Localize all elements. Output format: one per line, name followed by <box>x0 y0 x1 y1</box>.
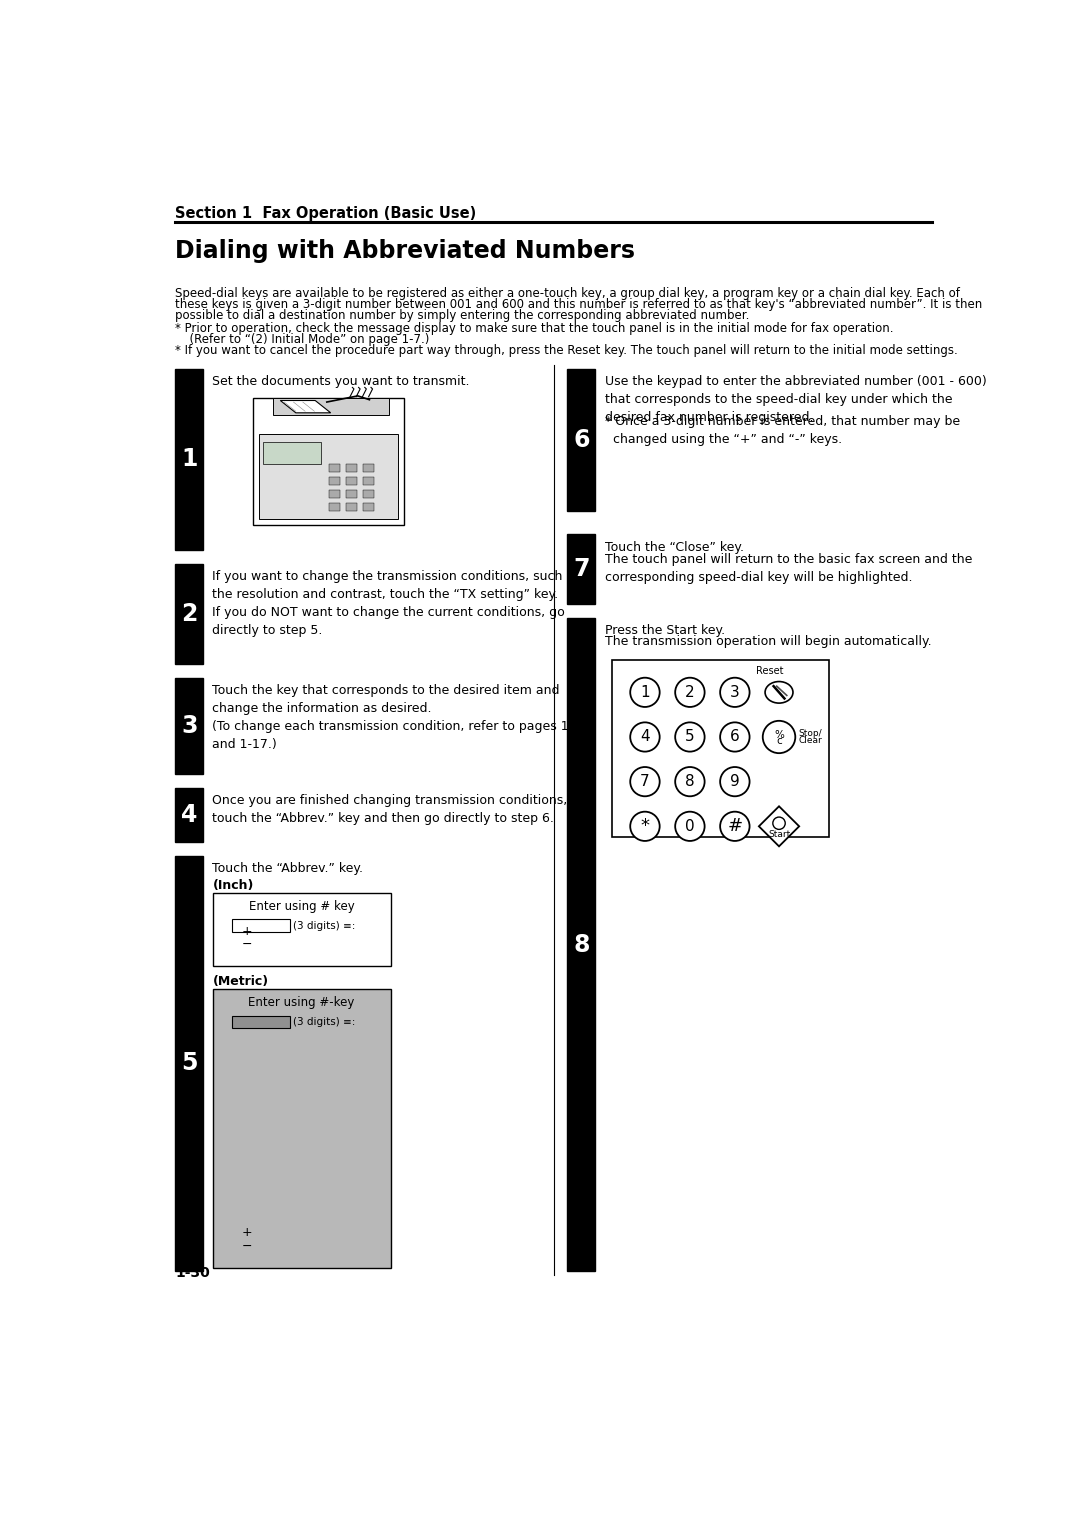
Text: Enter using #-key: Enter using #-key <box>248 996 355 1010</box>
Text: Clear: Clear <box>798 736 822 746</box>
Text: Use the keypad to enter the abbreviated number (001 - 600)
that corresponds to t: Use the keypad to enter the abbreviated … <box>605 374 986 425</box>
Bar <box>329 503 340 512</box>
Circle shape <box>762 721 795 753</box>
Text: 4: 4 <box>640 729 650 744</box>
Text: Touch the “Abbrev.” key.: Touch the “Abbrev.” key. <box>213 862 364 874</box>
Bar <box>363 477 374 486</box>
Text: 6: 6 <box>730 729 740 744</box>
Bar <box>363 463 374 472</box>
Text: 7: 7 <box>640 775 650 788</box>
Text: Reset: Reset <box>756 666 783 677</box>
Text: 2: 2 <box>685 685 694 700</box>
Circle shape <box>631 811 660 840</box>
Text: 8: 8 <box>685 775 694 788</box>
Text: 1: 1 <box>181 448 198 472</box>
Text: 8: 8 <box>573 932 590 957</box>
Circle shape <box>631 767 660 796</box>
Text: Section 1  Fax Operation (Basic Use): Section 1 Fax Operation (Basic Use) <box>175 206 476 222</box>
Bar <box>175 678 203 775</box>
Bar <box>329 463 340 472</box>
Circle shape <box>720 678 750 707</box>
Bar <box>347 463 357 472</box>
Text: 3: 3 <box>181 714 198 738</box>
Bar <box>232 920 291 932</box>
Circle shape <box>631 723 660 752</box>
Text: Set the documents you want to transmit.: Set the documents you want to transmit. <box>213 374 470 388</box>
Text: *: * <box>640 817 649 836</box>
Text: (3 digits) ≡:: (3 digits) ≡: <box>293 1018 355 1027</box>
Text: these keys is given a 3-digit number between 001 and 600 and this number is refe: these keys is given a 3-digit number bet… <box>175 298 983 310</box>
Text: Stop/: Stop/ <box>798 729 822 738</box>
Text: #: # <box>727 817 742 836</box>
Bar <box>329 490 340 498</box>
Text: 1-30: 1-30 <box>175 1267 210 1280</box>
Text: 3: 3 <box>730 685 740 700</box>
Circle shape <box>720 723 750 752</box>
Bar <box>213 892 391 966</box>
Bar <box>264 442 322 463</box>
Bar <box>347 503 357 512</box>
Bar <box>347 490 357 498</box>
Text: Start: Start <box>768 830 791 839</box>
Circle shape <box>773 817 785 830</box>
Text: The transmission operation will begin automatically.: The transmission operation will begin au… <box>605 634 931 648</box>
Polygon shape <box>281 400 330 413</box>
Text: (Refer to “(2) Initial Mode” on page 1-7.): (Refer to “(2) Initial Mode” on page 1-7… <box>181 333 429 345</box>
Text: −: − <box>242 1239 253 1253</box>
Bar <box>567 617 595 1271</box>
Bar <box>612 660 829 837</box>
Text: (Inch): (Inch) <box>213 879 254 892</box>
Text: 6: 6 <box>573 428 590 452</box>
Bar <box>175 856 203 1271</box>
Text: 0: 0 <box>685 819 694 834</box>
Bar <box>175 564 203 663</box>
Text: Dialing with Abbreviated Numbers: Dialing with Abbreviated Numbers <box>175 238 635 263</box>
Text: +: + <box>242 924 253 938</box>
Bar <box>232 1016 291 1028</box>
Bar <box>363 490 374 498</box>
Bar <box>272 399 389 416</box>
Circle shape <box>675 723 704 752</box>
Bar <box>213 989 391 1268</box>
Text: %: % <box>774 730 784 740</box>
Text: Press the Start key.: Press the Start key. <box>605 623 725 637</box>
Text: 5: 5 <box>181 1051 198 1076</box>
Text: Once you are finished changing transmission conditions,
touch the “Abbrev.” key : Once you are finished changing transmiss… <box>213 795 568 825</box>
Circle shape <box>720 811 750 840</box>
Circle shape <box>720 767 750 796</box>
Text: The touch panel will return to the basic fax screen and the
corresponding speed-: The touch panel will return to the basic… <box>605 553 972 584</box>
Text: 7: 7 <box>573 558 590 581</box>
Text: possible to dial a destination number by simply entering the corresponding abbre: possible to dial a destination number by… <box>175 309 750 322</box>
Bar <box>363 503 374 512</box>
Text: 1: 1 <box>640 685 650 700</box>
Text: Touch the key that corresponds to the desired item and
change the information as: Touch the key that corresponds to the de… <box>213 685 590 750</box>
Circle shape <box>675 678 704 707</box>
Circle shape <box>675 767 704 796</box>
Text: Speed-dial keys are available to be registered as either a one-touch key, a grou: Speed-dial keys are available to be regi… <box>175 287 960 299</box>
Bar <box>329 477 340 486</box>
Text: (Metric): (Metric) <box>213 975 269 989</box>
Bar <box>175 368 203 550</box>
Bar <box>253 399 404 526</box>
Text: (3 digits) ≡:: (3 digits) ≡: <box>293 921 355 931</box>
Bar <box>567 535 595 604</box>
Text: 9: 9 <box>730 775 740 788</box>
Text: Enter using # key: Enter using # key <box>248 900 354 914</box>
Circle shape <box>631 678 660 707</box>
Ellipse shape <box>765 681 793 703</box>
Text: 4: 4 <box>181 802 198 827</box>
Text: c: c <box>777 736 782 746</box>
Text: Touch the “Close” key.: Touch the “Close” key. <box>605 541 744 553</box>
Bar <box>567 368 595 512</box>
Text: 2: 2 <box>181 602 198 626</box>
Circle shape <box>675 811 704 840</box>
Text: −: − <box>242 938 253 950</box>
Bar <box>347 477 357 486</box>
Text: +: + <box>242 1227 253 1239</box>
Text: * Prior to operation, check the message display to make sure that the touch pane: * Prior to operation, check the message … <box>175 321 894 335</box>
Text: * Once a 3-digit number is entered, that number may be
  changed using the “+” a: * Once a 3-digit number is entered, that… <box>605 416 960 446</box>
Bar <box>175 788 203 842</box>
Text: 5: 5 <box>685 729 694 744</box>
Bar <box>259 434 399 520</box>
Text: * If you want to cancel the procedure part way through, press the Reset key. The: * If you want to cancel the procedure pa… <box>175 344 958 358</box>
